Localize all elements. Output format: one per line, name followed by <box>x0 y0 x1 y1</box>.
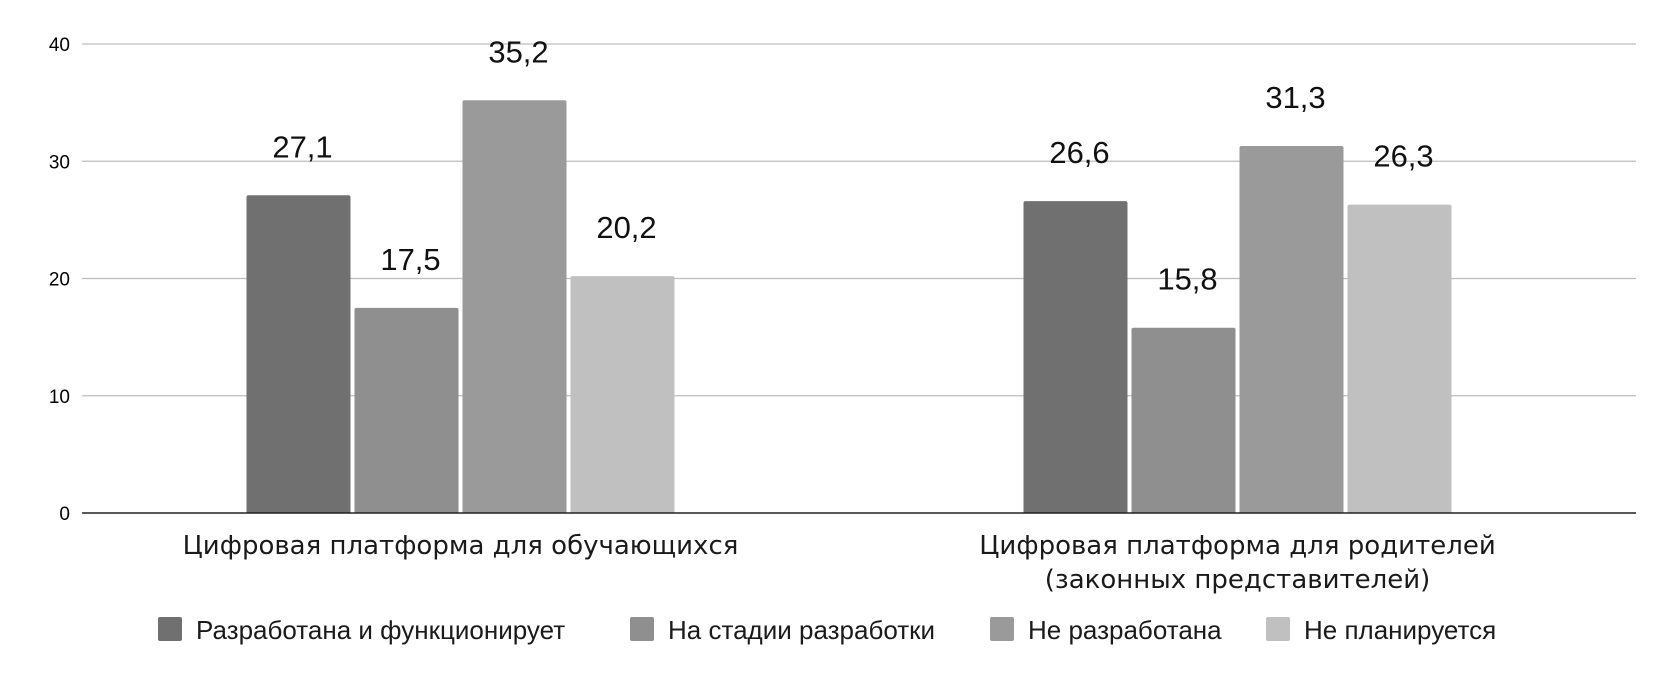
bar <box>354 307 459 513</box>
data-label: 15,8 <box>1157 262 1217 297</box>
data-label: 26,3 <box>1373 139 1433 174</box>
data-label: 26,6 <box>1049 135 1109 170</box>
y-tick-label: 30 <box>49 152 70 173</box>
y-tick-label: 40 <box>49 35 70 56</box>
legend: Разработана и функционирует На стадии раз… <box>158 615 1496 645</box>
legend-swatch <box>1266 617 1290 641</box>
x-tick-label: Цифровая платформа для родителей <box>979 531 1495 561</box>
legend-item: На стадии разработки <box>630 615 935 645</box>
legend-swatch <box>158 617 182 641</box>
bar <box>462 100 567 513</box>
legend-swatch <box>630 617 654 641</box>
legend-item: Разработана и функционирует <box>158 615 565 645</box>
data-label: 17,5 <box>380 242 440 277</box>
y-tick-label: 20 <box>49 270 70 291</box>
bars <box>246 100 1452 514</box>
x-tick-label: Цифровая платформа для обучающихся <box>183 531 739 561</box>
bar <box>570 276 675 513</box>
legend-label: На стадии разработки <box>668 615 935 645</box>
bar <box>1239 146 1344 513</box>
legend-label: Не разработана <box>1028 615 1222 645</box>
legend-label: Разработана и функционирует <box>196 615 565 645</box>
legend-swatch <box>990 617 1014 641</box>
data-label: 31,3 <box>1265 80 1325 115</box>
data-labels: 27,1 17,5 35,2 20,2 26,6 15,8 31,3 26,3 <box>272 34 1433 296</box>
x-tick-label: (законных представителей) <box>1045 565 1431 595</box>
data-label: 35,2 <box>488 34 548 69</box>
legend-item: Не планируется <box>1266 615 1496 645</box>
category-labels: Цифровая платформа для обучающихся Цифров… <box>183 531 1496 595</box>
y-tick-label: 10 <box>49 387 70 408</box>
data-label: 27,1 <box>272 129 332 164</box>
legend-item: Не разработана <box>990 615 1222 645</box>
data-label: 20,2 <box>596 210 656 245</box>
y-tick-label: 0 <box>59 504 70 525</box>
bar <box>1347 204 1452 513</box>
y-axis-ticks: 0 10 20 30 40 <box>49 35 70 525</box>
bar <box>1131 327 1236 513</box>
bar <box>246 195 351 513</box>
legend-label: Не планируется <box>1304 615 1496 645</box>
bar <box>1023 201 1128 514</box>
